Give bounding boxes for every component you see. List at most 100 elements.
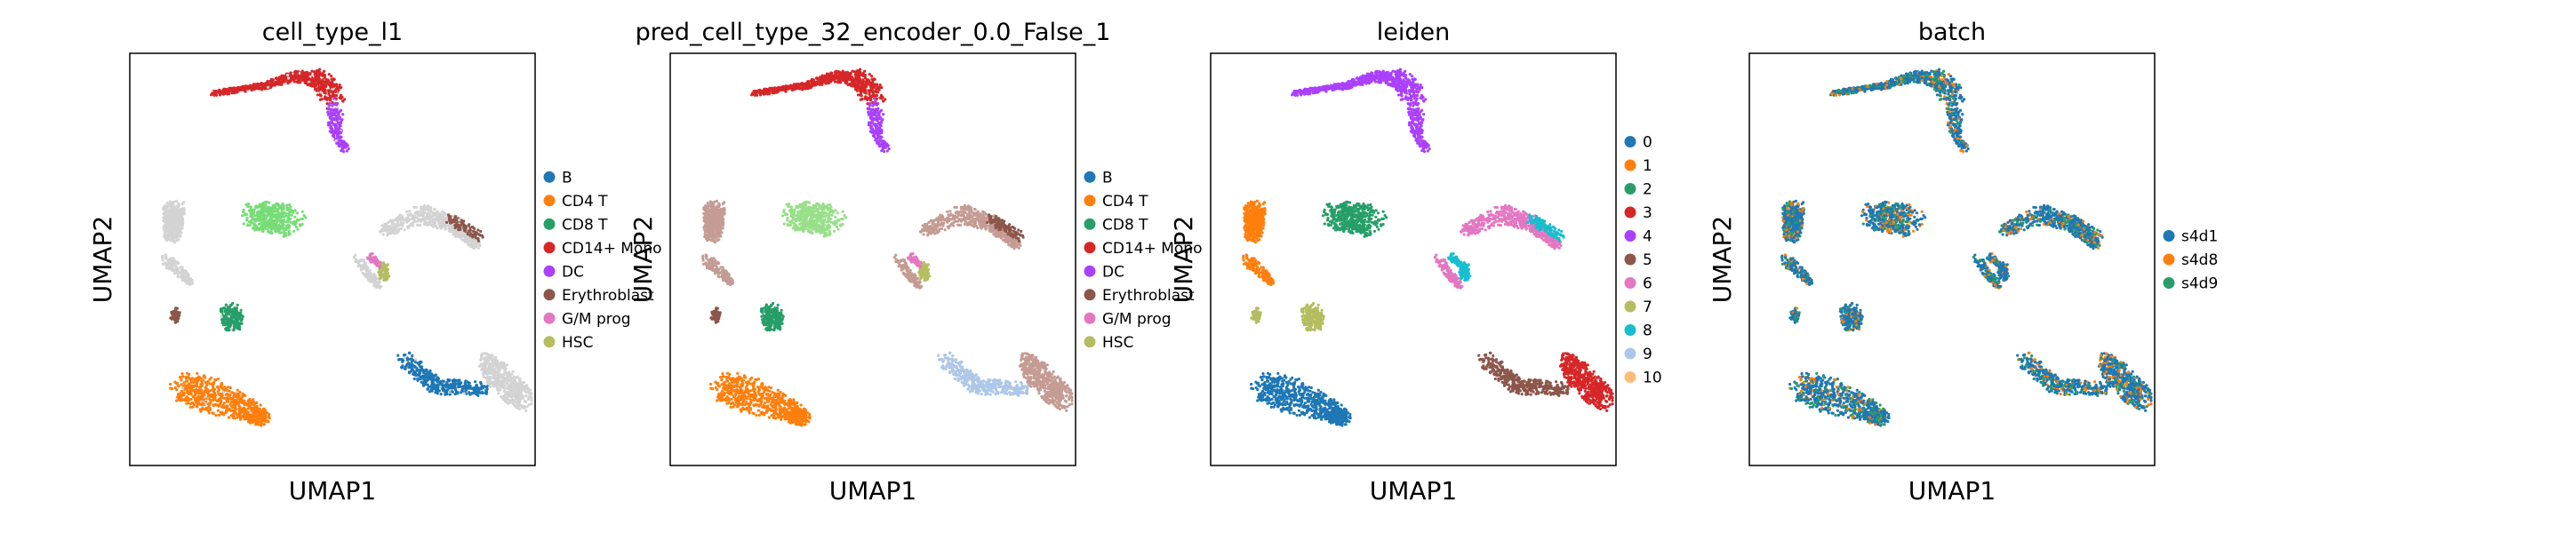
point [396,354,400,357]
point [386,276,389,281]
point [259,86,262,90]
point [246,420,251,424]
point [436,385,440,388]
point [180,375,184,378]
point [284,226,288,229]
point [489,354,493,358]
point [516,398,520,402]
point [242,413,245,417]
point [259,217,262,220]
point [260,424,263,427]
point [408,224,412,227]
point [469,238,473,242]
point [464,226,468,230]
point [488,378,492,381]
point [419,219,422,223]
point [182,277,186,281]
point [223,91,227,96]
point [468,234,472,237]
point [253,83,257,86]
point [266,209,269,212]
point [516,388,521,392]
point [507,370,510,374]
point [419,213,422,218]
point [407,362,411,366]
point [498,369,501,372]
point [479,363,483,368]
point [473,388,476,393]
point [171,203,174,207]
point [321,78,324,82]
point [472,244,476,248]
point [215,399,219,402]
point [236,89,240,92]
legend-marker [543,242,556,254]
point [230,89,234,92]
point [226,392,229,395]
point [185,379,188,383]
point [393,219,396,222]
point [274,222,277,226]
point [286,80,290,84]
point [404,363,409,367]
point [243,418,246,421]
point [177,202,180,205]
point [495,387,500,391]
point [232,398,236,402]
point [266,84,269,87]
point [176,230,180,234]
point [444,227,447,231]
point [381,233,385,236]
point [282,223,285,227]
point [192,384,196,387]
point [426,375,430,378]
point [266,80,269,84]
point [878,84,882,87]
point [194,399,197,402]
point [520,389,524,393]
point [416,223,420,227]
point [384,226,388,229]
point [288,213,292,217]
point [280,83,284,86]
point [216,409,220,412]
point [479,229,483,234]
point [225,318,228,322]
cluster-1 [326,97,350,154]
point [262,423,266,426]
point [310,69,314,73]
point [386,272,389,275]
point [212,382,215,386]
point [406,358,410,362]
point [500,394,503,398]
point [337,86,340,90]
point [462,219,466,223]
point [339,135,342,139]
point [292,74,296,77]
point [507,394,511,397]
point [517,407,522,410]
point [228,402,232,406]
point [467,243,470,247]
point [208,378,212,381]
point [457,223,460,227]
point [337,117,340,121]
point [429,208,433,211]
point [282,218,286,221]
point [530,402,533,406]
point [234,316,237,320]
point [443,216,447,219]
point [216,90,220,93]
point [454,231,458,235]
point [325,82,329,85]
point [163,214,166,218]
point [179,266,182,269]
point [376,260,380,265]
point [250,219,253,222]
point [324,95,327,99]
point [451,390,454,394]
point [503,400,508,403]
point [475,384,478,387]
point [504,396,508,400]
point [253,218,257,221]
